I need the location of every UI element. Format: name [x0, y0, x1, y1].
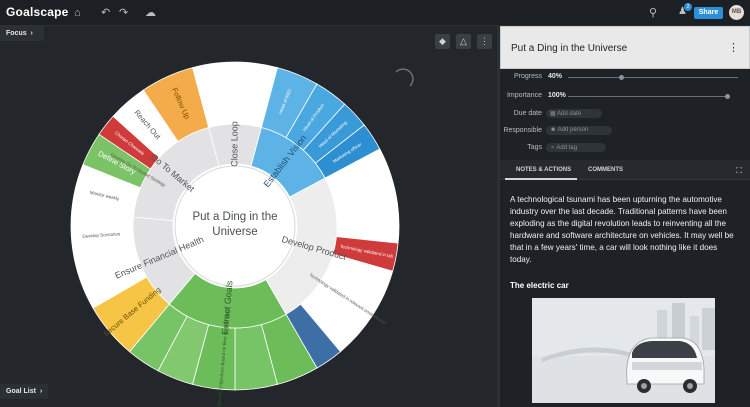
notes-paragraph[interactable]: A technological tsunami has been upturni…	[510, 195, 734, 265]
center-goal-line1[interactable]: Put a Ding in the	[192, 211, 277, 223]
responsible-placeholder: Add person	[557, 127, 589, 133]
due-date-placeholder: Add date	[557, 111, 582, 117]
redo-icon[interactable]: ↷	[119, 7, 129, 19]
share-button[interactable]: Share	[694, 7, 723, 19]
tags-field[interactable]: ⚬ Add tag	[546, 143, 606, 152]
sub-goal-25[interactable]	[142, 67, 210, 142]
progress-label: Progress	[513, 73, 542, 80]
undo-icon[interactable]: ↶	[101, 7, 111, 19]
importance-value: 100%	[548, 92, 566, 99]
outer-label-9[interactable]: Monitor weekly	[89, 190, 120, 202]
importance-slider[interactable]	[568, 96, 728, 97]
importance-slider-knob[interactable]	[725, 94, 730, 99]
establish-vision-segment[interactable]	[250, 126, 326, 198]
cloud-sync-icon[interactable]: ☁	[145, 7, 156, 19]
responsible-field[interactable]: ☻ Add person	[546, 126, 612, 135]
view-mode-icon[interactable]: ◆	[435, 34, 450, 49]
center-goal[interactable]	[174, 165, 296, 287]
detail-tabs: NOTES & ACTIONS COMMENTS ⛶	[500, 160, 750, 180]
goal-details-panel: Put a Ding in the Universe ⋮ Progress 40…	[500, 26, 750, 407]
label-extract-goals[interactable]: Extract Goals	[220, 280, 235, 335]
tab-notes-actions[interactable]: NOTES & ACTIONS	[516, 167, 572, 173]
electric-car-image	[532, 298, 715, 403]
goal-list-button[interactable]: Goal List ›	[0, 384, 48, 399]
collaborators-icon[interactable]: ♟	[678, 6, 687, 17]
tags-label: Tags	[527, 144, 542, 151]
center-goal-line2[interactable]: Universe	[212, 226, 257, 238]
progress-slider[interactable]	[568, 77, 738, 78]
home-icon[interactable]: ⌂	[74, 7, 81, 19]
responsible-label: Responsible	[503, 127, 542, 134]
progress-slider-knob[interactable]	[619, 75, 624, 80]
extract-goals-segment[interactable]	[168, 272, 287, 329]
label-close-loop[interactable]: Close Loop	[229, 121, 239, 167]
view-3d-icon[interactable]: △	[456, 34, 471, 49]
due-date-label: Due date	[513, 110, 542, 117]
top-bar: Goalscape ⌂ ↶ ↷ ☁ ⚲ ♟ 2 Share MB	[0, 0, 750, 26]
more-icon[interactable]: ⋮	[477, 34, 492, 49]
tab-comments[interactable]: COMMENTS	[588, 167, 623, 173]
notes-heading[interactable]: The electric car	[510, 281, 569, 290]
goal-title[interactable]: Put a Ding in the Universe	[511, 43, 628, 54]
focus-label: Focus	[6, 30, 27, 37]
goal-menu-icon[interactable]: ⋮	[728, 42, 739, 54]
expand-icon[interactable]: ⛶	[736, 166, 742, 175]
due-date-field[interactable]: ▦ Add date	[546, 109, 602, 118]
search-icon[interactable]: ⚲	[649, 7, 658, 19]
tags-placeholder: Add tag	[556, 145, 578, 151]
active-tab-indicator	[505, 178, 577, 180]
avatar[interactable]: MB	[729, 5, 744, 20]
app-logo: Goalscape	[6, 5, 69, 19]
importance-label: Importance	[506, 92, 542, 99]
notification-badge: 2	[684, 3, 692, 11]
focus-button[interactable]: Focus ›	[0, 26, 44, 41]
progress-value: 40%	[548, 73, 563, 80]
panel-splitter[interactable]	[497, 26, 500, 407]
goal-list-label: Goal List	[6, 388, 36, 395]
goal-header: Put a Ding in the Universe ⋮	[500, 26, 750, 69]
outer-label-8[interactable]: Develop Scenarios	[82, 231, 121, 239]
